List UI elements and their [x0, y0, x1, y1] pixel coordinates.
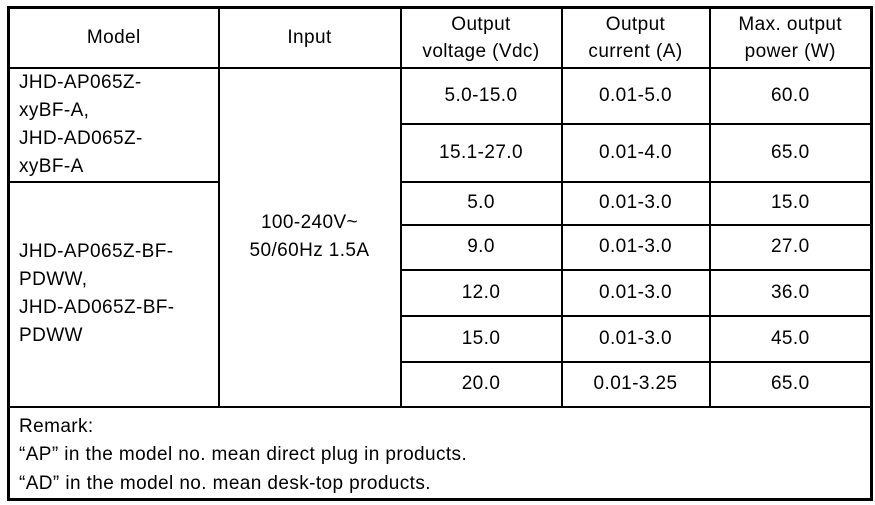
current-cell: 0.01-3.0	[560, 223, 711, 271]
current-cell: 0.01-4.0	[560, 122, 711, 183]
power-cell: 15.0	[708, 180, 873, 226]
header-max-output-power-line2: power (W)	[744, 40, 836, 62]
current-cell: 0.01-5.0	[560, 66, 711, 125]
model-line: PDWW,	[19, 269, 88, 290]
header-model: Model	[7, 6, 220, 69]
voltage-cell: 20.0	[399, 360, 563, 408]
current-cell: 0.01-3.0	[560, 314, 711, 363]
remark-title: Remark:	[19, 415, 94, 437]
current-cell: 0.01-3.25	[560, 360, 711, 408]
voltage-cell: 12.0	[399, 268, 563, 317]
header-max-output-power-line1: Max. output	[738, 13, 843, 35]
header-row: Model Input Output voltage (Vdc) Output …	[7, 6, 873, 69]
table-row: 20.0 0.01-3.25 65.0	[9, 360, 873, 408]
header-output-voltage-line1: Output	[451, 13, 511, 35]
remark-row: Remark: “AP” in the model no. mean direc…	[7, 405, 873, 501]
voltage-cell: 5.0	[399, 180, 563, 226]
power-cell: 36.0	[708, 268, 873, 317]
current-cell: 0.01-3.0	[560, 268, 711, 317]
table-row: 9.0 0.01-3.0 27.0	[9, 223, 873, 271]
input-cell: 100-240V~ 50/60Hz 1.5A	[217, 66, 402, 408]
input-line: 100-240V~	[260, 212, 359, 233]
power-cell: 45.0	[708, 314, 873, 363]
power-cell: 65.0	[708, 360, 873, 408]
header-output-voltage: Output voltage (Vdc)	[399, 6, 563, 69]
header-model-label: Model	[86, 27, 141, 49]
power-cell: 27.0	[708, 223, 873, 271]
model-line: JHD-AP065Z-BF-	[19, 241, 174, 262]
power-cell: 60.0	[708, 66, 873, 125]
table-row: 15.1-27.0 0.01-4.0 65.0	[9, 122, 873, 183]
power-cell: 65.0	[708, 122, 873, 183]
model-line: xyBF-A,	[19, 99, 90, 121]
header-output-voltage-line2: voltage (Vdc)	[422, 40, 540, 62]
table-row: 12.0 0.01-3.0 36.0	[9, 268, 873, 317]
header-output-current-line1: Output	[605, 13, 666, 35]
model-line: PDWW	[19, 325, 83, 346]
voltage-cell: 15.0	[399, 314, 563, 363]
table-row: JHD-AP065Z-BF- PDWW, JHD-AD065Z-BF- PDWW…	[7, 180, 873, 408]
model-line: JHD-AD065Z-BF-	[19, 297, 175, 318]
voltage-cell: 15.1-27.0	[399, 122, 563, 183]
model-line: JHD-AD065Z-	[19, 127, 143, 149]
input-line: 50/60Hz 1.5A	[249, 240, 370, 261]
remark-line-ap: “AP” in the model no. mean direct plug i…	[19, 444, 468, 465]
header-input: Input	[217, 6, 402, 69]
current-cell: 0.01-3.0	[560, 180, 711, 226]
model-group-1-cell: JHD-AP065Z- xyBF-A, JHD-AD065Z- xyBF-A	[7, 66, 220, 183]
table-row: 15.0 0.01-3.0 45.0	[9, 314, 873, 363]
voltage-cell: 5.0-15.0	[399, 66, 563, 125]
header-output-current: Output current (A)	[560, 6, 711, 69]
model-group-2-cell: JHD-AP065Z-BF- PDWW, JHD-AD065Z-BF- PDWW	[7, 180, 220, 408]
voltage-cell: 9.0	[399, 223, 563, 271]
power-spec-table: Model Input Output voltage (Vdc) Output …	[7, 6, 873, 501]
model-line: JHD-AP065Z-	[19, 71, 142, 93]
model-line: xyBF-A	[19, 155, 84, 177]
remark-cell: Remark: “AP” in the model no. mean direc…	[7, 405, 873, 501]
header-max-output-power: Max. output power (W)	[708, 6, 873, 69]
table-row: JHD-AP065Z- xyBF-A, JHD-AD065Z- xyBF-A 1…	[7, 66, 873, 408]
header-output-current-line2: current (A)	[588, 40, 683, 62]
header-input-label: Input	[287, 27, 332, 49]
remark-line-ad: “AD” in the model no. mean desk-top prod…	[19, 472, 431, 494]
